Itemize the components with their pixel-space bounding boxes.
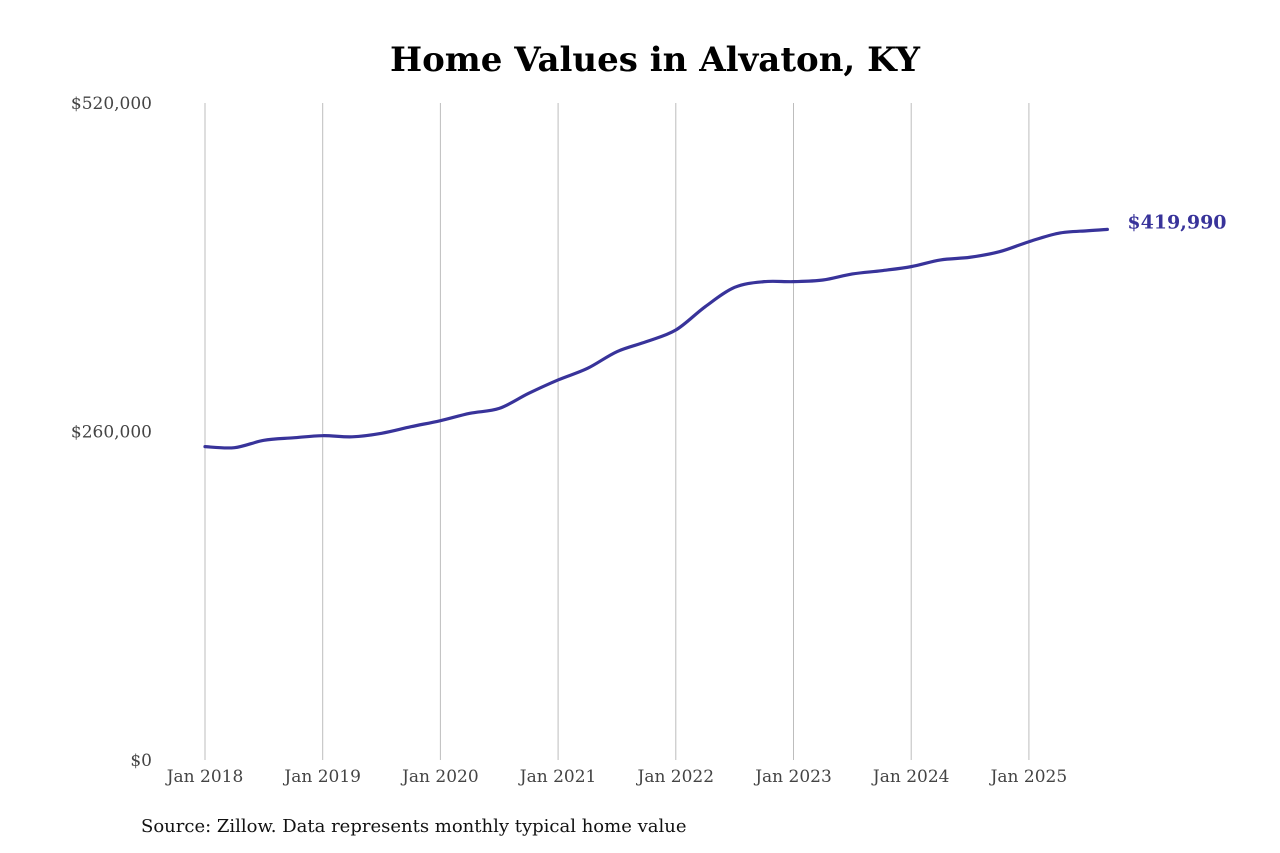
x-tick-label: Jan 2018 <box>165 767 244 787</box>
y-axis-ticks: $0 $260,000 $520,000 <box>71 94 152 771</box>
x-tick-label: Jan 2021 <box>518 767 597 787</box>
y-tick-label: $520,000 <box>71 94 152 114</box>
x-tick-label: Jan 2024 <box>871 767 950 787</box>
x-tick-label: Jan 2023 <box>753 767 832 787</box>
x-tick-label: Jan 2019 <box>282 767 361 787</box>
gridlines <box>204 103 1030 760</box>
chart-title: Home Values in Alvaton, KY <box>389 40 921 80</box>
series-line <box>203 227 1109 450</box>
source-note: Source: Zillow. Data represents monthly … <box>141 816 687 837</box>
x-axis-ticks: Jan 2018 Jan 2019 Jan 2020 Jan 2021 Jan 2022… <box>165 767 1067 787</box>
y-tick-label: $0 <box>130 751 152 771</box>
x-tick-label: Jan 2025 <box>989 767 1068 787</box>
end-value-label: $419,990 <box>1127 211 1226 233</box>
x-tick-label: Jan 2020 <box>400 767 479 787</box>
x-tick-label: Jan 2022 <box>636 767 715 787</box>
y-tick-label: $260,000 <box>71 423 152 443</box>
